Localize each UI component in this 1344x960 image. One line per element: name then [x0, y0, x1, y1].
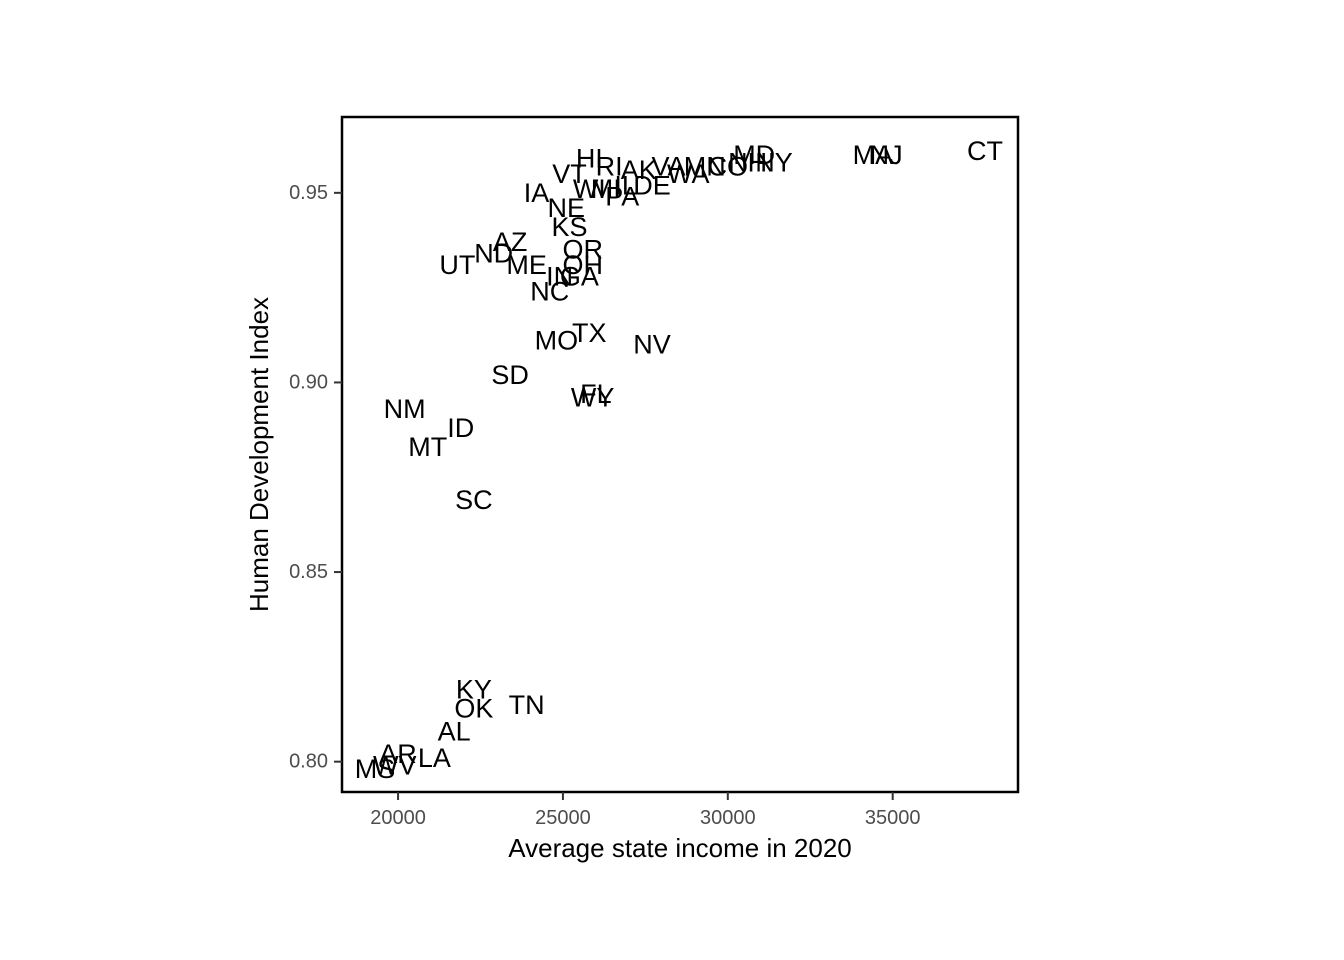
point-label-me: ME [506, 250, 547, 280]
point-label-ky: KY [456, 675, 492, 705]
point-label-pa: PA [605, 182, 639, 212]
point-label-nh: NH [728, 148, 767, 178]
x-tick-label: 20000 [370, 807, 426, 829]
point-label-al: AL [438, 716, 471, 746]
x-axis: 20000 25000 30000 35000 [370, 792, 921, 829]
point-label-mt: MT [408, 432, 447, 462]
point-label-wa: WA [667, 159, 710, 189]
plot-panel [340, 115, 1020, 794]
y-tick-label: 0.95 [289, 182, 328, 204]
point-label-ar: AR [379, 739, 417, 769]
point-label-oh: OH [562, 250, 603, 280]
point-label-mo: MO [535, 326, 579, 356]
point-label-in: IN [546, 261, 573, 291]
y-tick-label: 0.90 [289, 371, 328, 393]
point-label-id: ID [447, 413, 474, 443]
point-label-co: CO [708, 151, 749, 181]
x-tick-label: 25000 [535, 807, 591, 829]
point-label-wv: WV [373, 750, 417, 780]
point-label-nv: NV [633, 330, 671, 360]
x-axis-title: Average state income in 2020 [508, 833, 852, 863]
point-label-tn: TN [509, 690, 545, 720]
point-label-ny: NY [755, 148, 793, 178]
point-label-de: DE [633, 170, 671, 200]
point-label-hi: HI [576, 144, 603, 174]
point-label-ks: KS [552, 212, 588, 242]
point-label-sd: SD [491, 360, 529, 390]
point-label-ok: OK [454, 694, 493, 724]
panel-border [340, 115, 1020, 794]
x-tick-label: 30000 [700, 807, 756, 829]
point-label-ma: MA [853, 140, 894, 170]
point-label-nd: ND [474, 239, 513, 269]
point-label-md: MD [733, 140, 775, 170]
point-label-fl: FL [580, 379, 612, 409]
x-tick-label: 35000 [865, 807, 921, 829]
point-label-ms: MS [355, 754, 396, 784]
point-label-az: AZ [493, 227, 528, 257]
y-axis: 0.80 0.85 0.90 0.95 [289, 182, 342, 773]
point-label-or: OR [562, 235, 603, 265]
point-label-ct: CT [967, 136, 1003, 166]
point-label-mn: MN [684, 151, 726, 181]
point-label-vt: VT [552, 159, 587, 189]
point-label-il: IL [614, 170, 637, 200]
point-label-va: VA [651, 151, 685, 181]
point-label-sc: SC [455, 485, 493, 515]
y-axis-title: Human Development Index [244, 297, 274, 612]
point-label-ga: GA [560, 261, 599, 291]
point-label-wi: WI [573, 174, 606, 204]
point-label-ak: AK [621, 155, 657, 185]
point-label-ri: RI [596, 151, 623, 181]
point-label-ut: UT [439, 250, 475, 280]
point-label-ne: NE [547, 193, 585, 223]
point-label-ia: IA [524, 178, 550, 208]
point-label-tx: TX [572, 318, 607, 348]
point-label-la: LA [418, 743, 451, 773]
point-label-nj: NJ [870, 140, 903, 170]
point-label-wy: WY [571, 383, 615, 413]
point-label-mi: MI [591, 174, 621, 204]
point-label-nc: NC [530, 276, 569, 306]
point-label-nm: NM [384, 394, 426, 424]
y-tick-label: 0.85 [289, 561, 328, 583]
y-tick-label: 0.80 [289, 751, 328, 773]
